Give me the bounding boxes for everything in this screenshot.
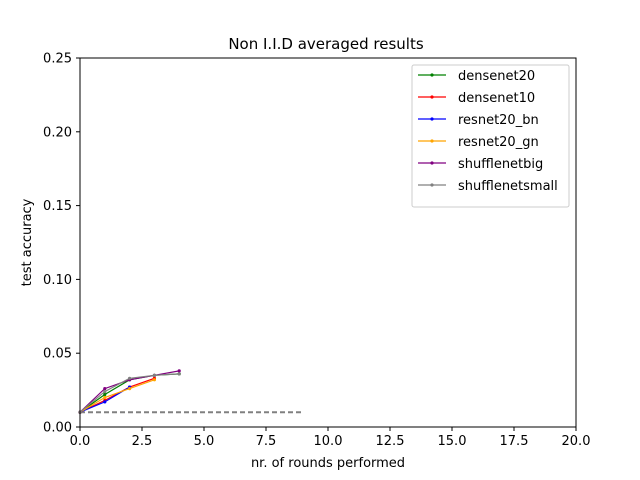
legend-marker (430, 95, 434, 99)
data-point (128, 387, 132, 391)
x-tick-label: 2.5 (132, 434, 153, 449)
series-shufflenetsmall (78, 372, 181, 414)
y-tick-label: 0.20 (43, 125, 72, 140)
series-line (79, 379, 155, 413)
data-point (152, 378, 156, 382)
x-tick-label: 7.5 (256, 434, 277, 449)
y-tick-label: 0.05 (43, 347, 72, 362)
x-tick-label: 15.0 (438, 434, 467, 449)
series-line (79, 377, 155, 413)
data-point (103, 387, 107, 391)
legend-label: shufflenetsmall (458, 179, 558, 194)
x-tick-label: 0.0 (70, 434, 91, 449)
legend: densenet20 densenet10 resnet20_bn resnet20_… (411, 64, 570, 208)
legend-label: densenet10 (458, 91, 535, 106)
data-point (128, 376, 132, 380)
data-point (103, 395, 107, 400)
y-tick-label: 0.15 (43, 199, 72, 214)
x-axis-label: nr. of rounds performed (251, 456, 405, 471)
data-point (177, 369, 181, 373)
legend-label: resnet20_bn (458, 113, 539, 128)
axis-ticks: 0.0 2.5 5.0 7.5 10.0 12.5 15.0 17.5 20.0 0.00 0.05… (43, 52, 590, 450)
x-tick-label: 12.5 (376, 434, 405, 449)
y-tick-label: 0.25 (43, 52, 72, 67)
x-tick-label: 20.0 (562, 434, 591, 449)
x-tick-label: 10.0 (314, 434, 343, 449)
chart-title: Non I.I.D averaged results (228, 35, 424, 53)
legend-label: resnet20_gn (458, 135, 539, 150)
data-point (177, 372, 181, 376)
data-point (103, 400, 107, 404)
legend-label: shufflenetbig (458, 157, 543, 172)
x-tick-label: 5.0 (194, 434, 215, 449)
y-axis-label: test accuracy (20, 198, 35, 286)
legend-marker (430, 117, 434, 121)
legend-label: densenet20 (458, 69, 535, 84)
data-point (103, 389, 107, 394)
data-point (152, 373, 156, 377)
y-tick-label: 0.10 (43, 273, 72, 288)
y-tick-label: 0.00 (43, 421, 72, 436)
legend-marker (430, 139, 434, 143)
legend-box (411, 64, 570, 208)
legend-marker (430, 183, 434, 187)
legend-marker (430, 73, 434, 77)
data-point (103, 392, 107, 397)
x-tick-label: 17.5 (500, 434, 529, 449)
legend-marker (430, 161, 434, 165)
plot-marks (78, 369, 304, 414)
